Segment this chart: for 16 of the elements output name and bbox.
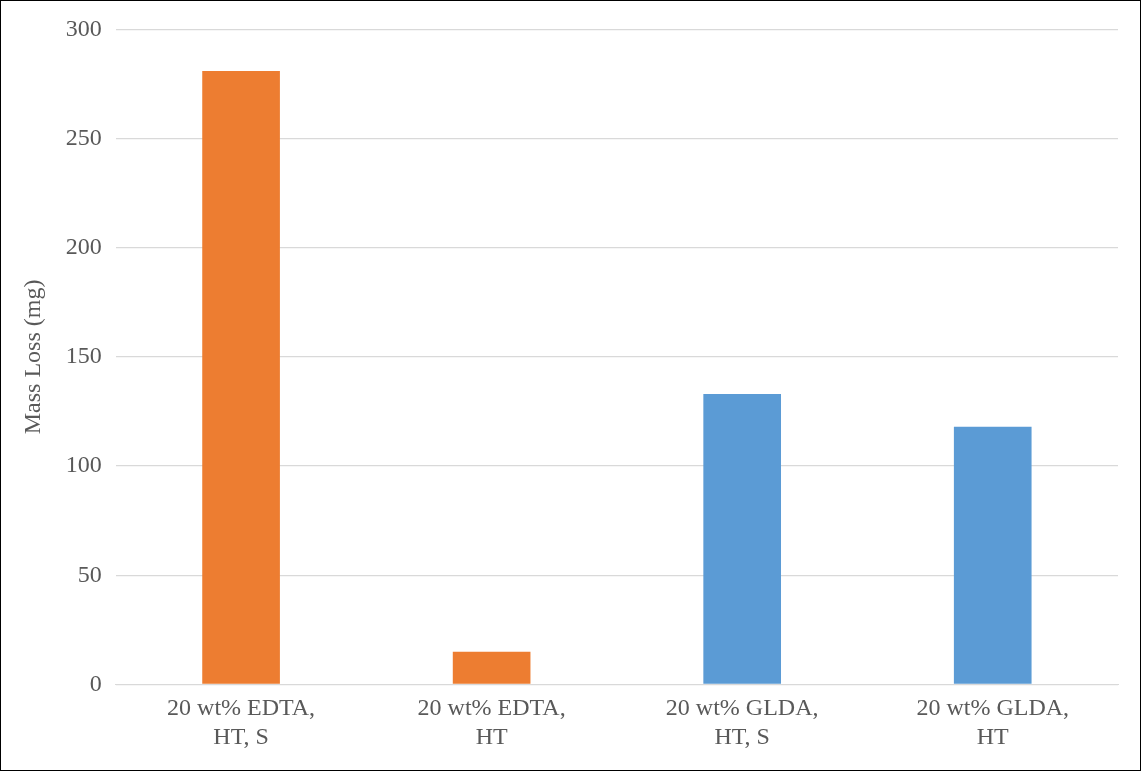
bar <box>953 426 1032 684</box>
x-tick-label: 20 wt% EDTA, HT, S <box>167 694 316 749</box>
bar <box>703 394 782 684</box>
x-tick-label: 20 wt% GLDA, HT, S <box>665 694 819 749</box>
x-tick-label: 20 wt% GLDA, HT <box>916 694 1070 749</box>
y-tick-label: 50 <box>77 560 102 587</box>
y-tick-label: 250 <box>65 123 102 150</box>
y-tick-label: 300 <box>65 14 102 41</box>
bar <box>452 651 531 684</box>
y-tick-label: 150 <box>65 342 102 369</box>
y-tick-label: 100 <box>65 451 102 478</box>
y-axis-title: Mass Loss (mg) <box>18 279 45 435</box>
y-tick-label: 0 <box>89 669 102 696</box>
y-tick-label: 200 <box>65 233 102 260</box>
x-tick-label: 20 wt% EDTA, HT <box>417 694 566 749</box>
bar <box>202 70 280 684</box>
